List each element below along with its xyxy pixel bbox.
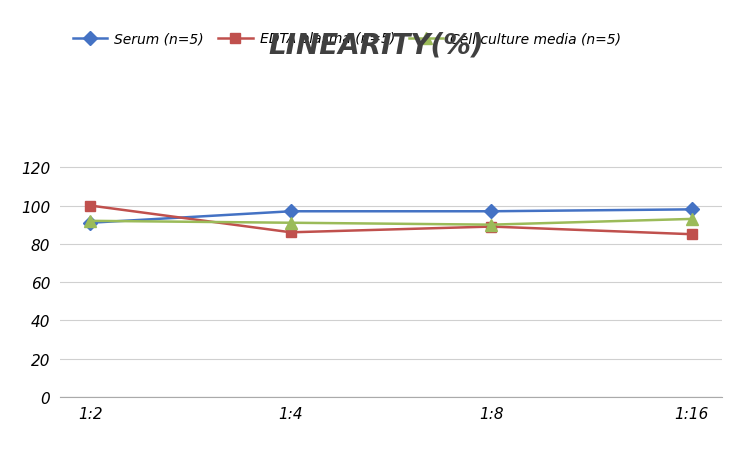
Legend: Serum (n=5), EDTA plasma (n=5), Cell culture media (n=5): Serum (n=5), EDTA plasma (n=5), Cell cul…	[67, 27, 627, 52]
Text: LINEARITY(%): LINEARITY(%)	[268, 32, 484, 60]
